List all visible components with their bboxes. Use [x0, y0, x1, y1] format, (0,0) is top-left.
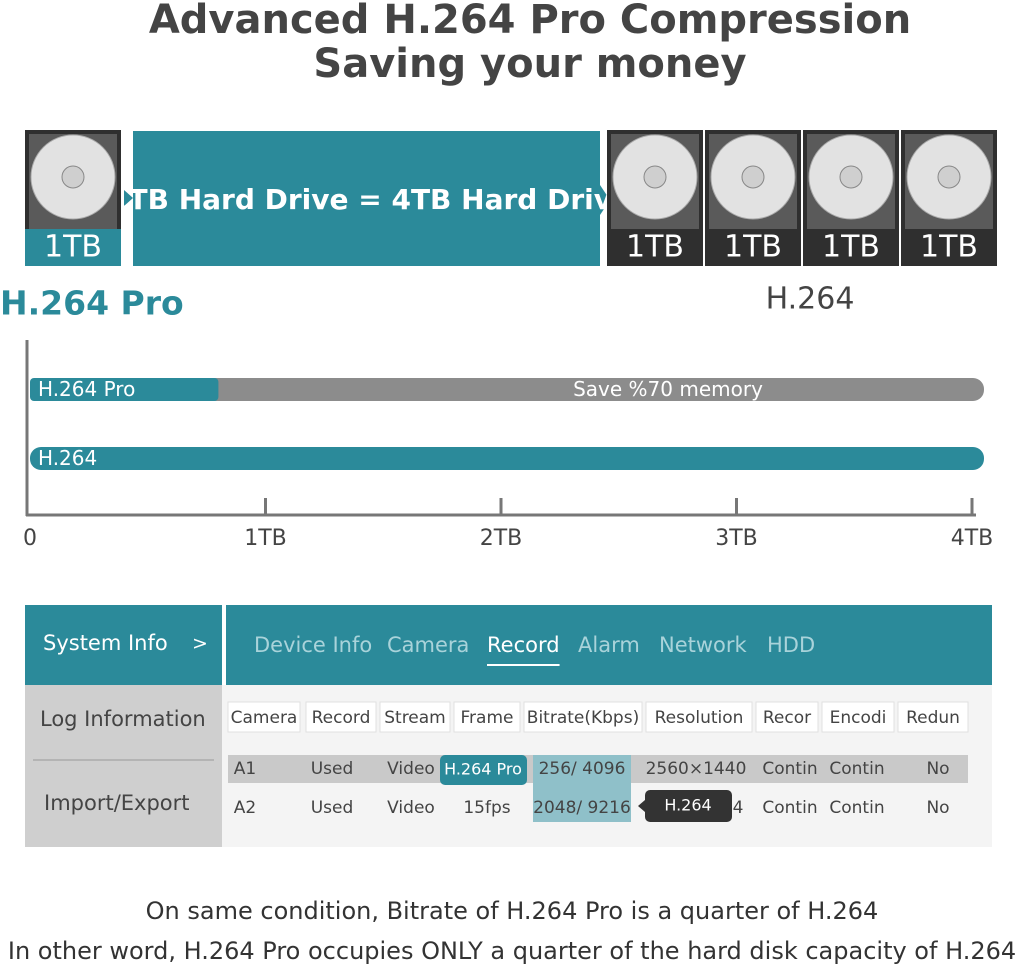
badge-text: H.264 [664, 796, 711, 815]
drive-label: 1TB [920, 230, 978, 265]
bar-track [30, 378, 984, 401]
bitrate-highlight [533, 755, 631, 822]
x-tick-label: 0 [23, 526, 37, 551]
title: Saving your money [313, 41, 746, 87]
sidebar-title[interactable]: System Info [43, 631, 168, 655]
drive-label: 1TB [724, 230, 782, 265]
side-label: H.264 [766, 282, 855, 317]
header-text: Redun [906, 708, 960, 728]
header-cell [821, 701, 895, 733]
banner-arrow [600, 185, 610, 215]
drive-label: 1TB [822, 230, 880, 265]
cell: Contin [762, 798, 817, 818]
header-text: Resolution [655, 708, 744, 728]
banner-text: 1TB Hard Drive = 4TB Hard Drive [109, 183, 631, 216]
header-cell [305, 701, 377, 733]
cell: Contin [829, 798, 884, 818]
drive-hub [937, 165, 961, 189]
drive-label: 1TB [44, 230, 102, 265]
cell: Video [387, 759, 435, 779]
drive-label-bg [901, 229, 997, 266]
drive-label-bg [25, 229, 121, 266]
cell: 2048/ 9216 [533, 798, 631, 818]
sidebar-head [25, 605, 222, 685]
footer-text: On same condition, Bitrate of H.264 Pro … [146, 897, 879, 925]
bar-label: H.264 Pro [38, 377, 135, 401]
cell: Video [387, 798, 435, 818]
header-text: Frame [461, 708, 514, 728]
cell: A2 [234, 798, 256, 818]
cell: No [926, 798, 949, 818]
tab[interactable]: Camera [387, 633, 469, 657]
banner-bg [133, 131, 600, 266]
drive-label-bg [705, 229, 801, 266]
badge-text: H.264 Pro [444, 760, 522, 779]
cell: No [926, 759, 949, 779]
header-cell [453, 701, 521, 733]
title: Advanced H.264 Pro Compression [149, 0, 911, 43]
sidebar-item[interactable]: Log Information [40, 707, 206, 731]
tab[interactable]: Alarm [578, 633, 640, 657]
badge [645, 790, 732, 822]
header-cell [227, 701, 301, 733]
drive-label-bg [607, 229, 703, 266]
header-text: Stream [384, 708, 446, 728]
x-tick-label: 2TB [480, 526, 523, 551]
header-text: Record [312, 708, 371, 728]
side-label: H.264 Pro [0, 284, 184, 323]
sidebar [25, 685, 222, 847]
tab[interactable]: HDD [767, 633, 815, 657]
cell: 15fps [463, 798, 510, 818]
sidebar-arrow[interactable]: > [192, 633, 208, 655]
bar [30, 447, 984, 470]
x-tick-label: 3TB [715, 526, 758, 551]
banner-arrow [124, 190, 133, 206]
cell: Contin [829, 759, 884, 779]
bar-label: H.264 [38, 446, 97, 470]
header-cell [645, 701, 753, 733]
header-cell [379, 701, 451, 733]
cell: Used [311, 798, 354, 818]
header-cell [897, 701, 969, 733]
x-tick-label: 4TB [951, 526, 994, 551]
sidebar-item[interactable]: Import/Export [44, 791, 190, 815]
annotation: Save %70 memory [573, 377, 763, 401]
tab[interactable]: Network [659, 633, 748, 657]
badge-pointer [638, 800, 645, 812]
drive-hub [741, 165, 765, 189]
tab-bar [226, 605, 992, 685]
tab[interactable]: Device Info [254, 633, 372, 657]
header-text: Recor [763, 708, 811, 728]
footer-text: In other word, H.264 Pro occupies ONLY a… [8, 937, 1016, 965]
drive-hub [61, 165, 85, 189]
cell: 4 [733, 798, 744, 818]
header-text: Camera [231, 708, 298, 728]
drive-label: 1TB [626, 230, 684, 265]
drive-label-bg [803, 229, 899, 266]
header-cell [755, 701, 819, 733]
header-text: Bitrate(Kbps) [527, 708, 639, 728]
tab[interactable]: Record [487, 633, 560, 657]
cell: 2560×1440 [646, 759, 747, 779]
cell: A1 [234, 759, 256, 779]
cell: 256/ 4096 [539, 759, 626, 779]
drive-hub [839, 165, 863, 189]
header-cell [523, 701, 643, 733]
drive-hub [643, 165, 667, 189]
cell: Used [311, 759, 354, 779]
cell: Contin [762, 759, 817, 779]
header-text: Encodi [830, 708, 887, 728]
x-tick-label: 1TB [244, 526, 287, 551]
badge [440, 755, 527, 785]
bar [30, 378, 219, 401]
